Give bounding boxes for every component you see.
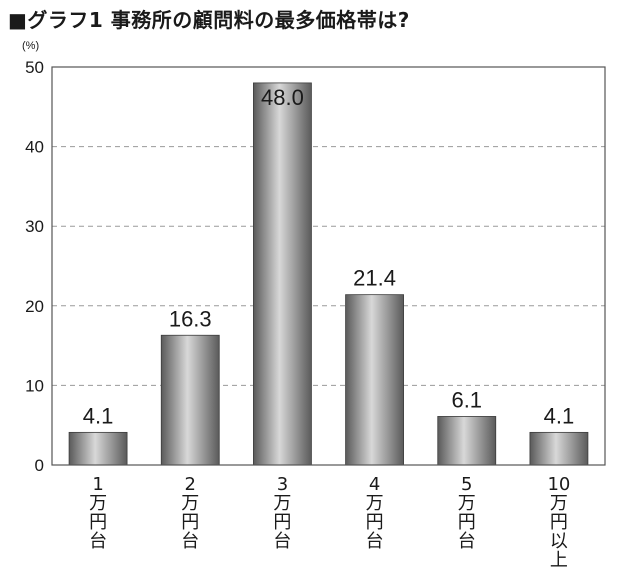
data-label: 21.4 [353,266,396,291]
category-label-char: 3 [277,474,288,495]
category-label-char: 以 [550,531,568,552]
bar [345,294,404,466]
y-tick-label: 50 [25,58,44,77]
category-label-char: 万 [273,493,291,514]
category-label-char: 台 [458,531,476,552]
data-labels: 4.1 16.3 48.0 21.4 6.1 4.1 [83,85,574,428]
y-axis-unit-label: (%) [22,40,39,52]
data-label: 4.1 [83,403,114,428]
plot-frame [51,66,606,466]
category-label-char: 台 [273,531,291,552]
y-tick-label: 10 [25,376,44,395]
y-tick-label: 0 [35,456,44,475]
y-tick-label: 40 [25,138,44,157]
category-label-char: 円 [273,512,291,533]
category-label-char: 上 [550,550,568,571]
data-label: 4.1 [544,403,575,428]
y-axis-ticks: 0 10 20 30 40 50 [25,58,44,475]
category-label-char: 台 [366,531,384,552]
y-tick-label: 20 [25,297,44,316]
bar [437,416,497,466]
y-tick-label: 30 [25,217,44,236]
bars [68,82,589,466]
category-label-char: 円 [550,512,568,533]
category-label-char: 10 [547,474,570,495]
category-label-char: 円 [181,512,199,533]
grid-lines [52,146,605,386]
category-label-char: 万 [458,493,476,514]
category-label-char: 台 [181,531,199,552]
category-label-char: 4 [369,474,380,495]
category-label-char: 円 [89,512,107,533]
category-label-char: 万 [181,493,199,514]
category-label-char: 1 [92,474,103,495]
category-label-char: 2 [185,474,196,495]
bar [529,431,589,466]
category-label-char: 万 [89,493,107,514]
category-label-char: 万 [366,493,384,514]
bar [160,334,220,466]
data-label: 48.0 [261,85,304,110]
data-label: 6.1 [451,387,482,412]
category-label-char: 台 [89,531,107,552]
chart-title: ■グラフ1 事務所の顧問料の最多価格帯は? [8,8,410,32]
category-label-char: 円 [458,512,476,533]
category-label-char: 万 [550,493,568,514]
bar [253,82,312,466]
bar [68,431,128,466]
category-label-char: 円 [366,512,384,533]
data-label: 16.3 [169,306,212,331]
category-label-char: 5 [461,474,472,495]
